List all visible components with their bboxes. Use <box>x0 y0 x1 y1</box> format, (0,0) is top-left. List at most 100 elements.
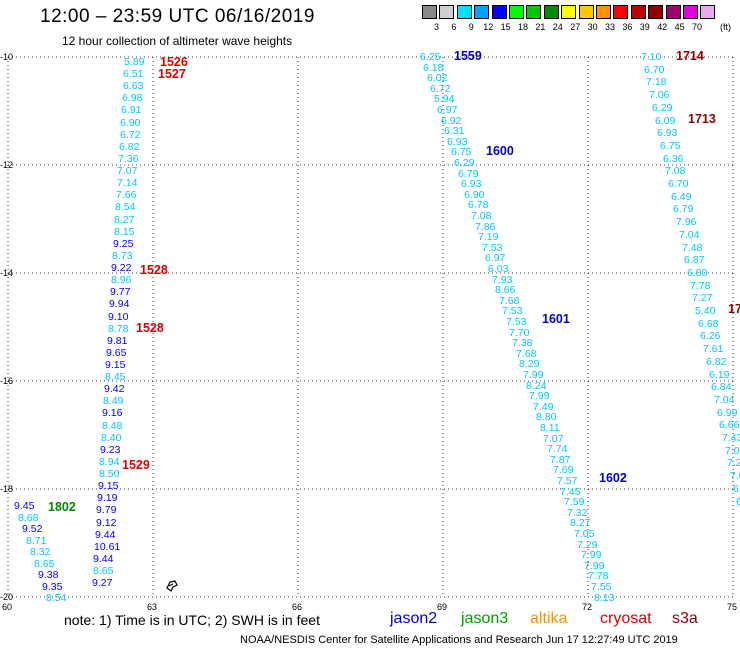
wave-height-value: 6.70 <box>644 64 665 76</box>
wave-height-value: 6.92 <box>441 115 462 127</box>
wave-height-value: 6.29 <box>454 157 475 169</box>
scale-tick-label: 24 <box>552 22 563 32</box>
wave-height-value: 6.99 <box>717 407 738 419</box>
wave-height-value: 6.90 <box>464 189 485 201</box>
wave-height-value: 7.08 <box>665 165 686 177</box>
scale-swatch <box>613 5 629 19</box>
scale-tick-label: 9 <box>468 22 474 32</box>
wave-height-value: 9.42 <box>104 383 125 395</box>
wave-height-value: 8.66 <box>495 284 516 296</box>
scale-swatch <box>456 5 472 19</box>
scale-swatch <box>596 5 611 19</box>
wave-height-value: 9.94 <box>109 298 130 310</box>
scale-tick-label: 18 <box>518 22 529 32</box>
wave-height-value: 6.78 <box>468 199 489 211</box>
latitude-label: -12 <box>0 160 14 170</box>
scale-tick-label: 12 <box>483 22 494 32</box>
scale-tick-label: 27 <box>570 22 581 32</box>
pass-time-label: 1559 <box>454 49 482 63</box>
wave-height-value: 7.18 <box>646 76 667 88</box>
longitude-label: 72 <box>582 602 593 612</box>
scale-swatch <box>474 5 490 19</box>
wave-height-value: 7.87 <box>550 454 571 466</box>
wave-height-value: 7.99 <box>584 560 605 572</box>
longitude-label: 66 <box>292 602 303 612</box>
wave-height-value: 7.57 <box>557 475 578 487</box>
latitude-label: -18 <box>0 484 14 494</box>
scale-swatch <box>630 5 646 19</box>
wave-height-value: 6.03 <box>488 263 509 275</box>
wave-height-value: 8.71 <box>26 534 47 547</box>
wave-height-value: 6.26 <box>700 330 721 342</box>
map-subtitle: 12 hour collection of altimeter wave hei… <box>62 34 293 48</box>
legend-entry-jason3: jason3 <box>461 610 509 627</box>
wave-height-value: 9.81 <box>107 335 128 347</box>
wave-height-value: 6.82 <box>119 141 140 153</box>
wave-height-value: 7.08 <box>471 210 492 222</box>
scale-swatch <box>491 5 507 19</box>
wave-height-value: 7.55 <box>591 581 612 593</box>
wave-height-value: 7.14 <box>117 177 138 189</box>
wave-height-value: 7.32 <box>567 507 588 519</box>
wave-height-value: 6.02 <box>427 72 448 84</box>
wave-height-value: 6.72 <box>430 83 451 95</box>
wave-height-value: 8.94 <box>99 456 120 468</box>
wave-height-value: 9.35 <box>42 580 63 593</box>
scale-tick-label: 30 <box>587 22 598 32</box>
latitude-label: -16 <box>0 376 14 386</box>
scale-swatch <box>700 5 716 19</box>
wave-height-value: 6.09 <box>655 115 676 127</box>
wave-height-value: 6.93 <box>461 178 482 190</box>
wave-height-value: 6.9 <box>736 496 740 508</box>
wave-height-value: 7.96 <box>676 216 697 228</box>
wave-height-value: 8.40 <box>101 432 122 444</box>
wave-height-value: 6.70 <box>668 178 689 190</box>
wave-height-value: 6.90 <box>120 117 141 129</box>
wave-height-value: 9.65 <box>106 347 127 359</box>
note-text: note: 1) Time is in UTC; 2) SWH is in fe… <box>64 612 320 628</box>
wave-height-value: 6.91 <box>121 104 142 116</box>
map-title: 12:00 – 23:59 UTC 06/16/2019 <box>40 6 315 27</box>
wave-height-value: 6.49 <box>671 191 692 203</box>
wave-height-value: 8.65 <box>93 565 114 577</box>
wave-height-value: 8.49 <box>103 395 124 407</box>
wave-height-value: 9.23 <box>100 444 121 456</box>
wave-height-value: 7.68 <box>499 295 520 307</box>
scale-tick-label: 21 <box>535 22 546 32</box>
wave-height-value: 7.2 <box>727 457 740 469</box>
wave-height-value: 6.80 <box>687 267 708 279</box>
pass-time-label: 17 <box>728 302 740 316</box>
wave-height-value: 6.72 <box>120 129 141 141</box>
scale-tick-label: 42 <box>657 22 668 32</box>
wave-height-value: 7.53 <box>482 242 503 254</box>
wave-height-value: 7.68 <box>516 348 537 360</box>
wave-height-value: 8.13 <box>594 592 615 604</box>
wave-height-value: 6.29 <box>652 102 673 114</box>
wave-height-value: 6.79 <box>458 168 479 180</box>
wave-height-value: 9.19 <box>97 492 118 504</box>
scale-tick-label: 70 <box>692 22 703 32</box>
wave-height-value: 6.87 <box>684 254 705 266</box>
wave-height-value: 7.06 <box>649 89 670 101</box>
wave-height-value: 9.52 <box>22 523 43 535</box>
wave-height-value: 7.59 <box>564 496 585 508</box>
wave-height-value: 6.25 <box>420 51 441 63</box>
wave-height-value: 8.45 <box>105 371 126 383</box>
wave-height-value: 9.10 <box>108 311 129 323</box>
scale-swatch <box>543 5 559 19</box>
wave-height-value: 7.07 <box>543 433 564 445</box>
pass-time-label: 1714 <box>676 49 704 63</box>
wave-height-value: 7.19 <box>478 231 499 243</box>
wave-height-value: 9.44 <box>93 553 114 565</box>
wave-height-value: 8.80 <box>536 411 557 423</box>
scale-tick-label: 15 <box>500 22 511 32</box>
wave-height-value: 9.44 <box>95 529 116 541</box>
scale-tick-label: 45 <box>674 22 685 32</box>
wave-height-value: 7.04 <box>714 394 735 406</box>
wave-height-value: 8.50 <box>99 468 120 480</box>
wave-height-value: 9.16 <box>102 407 123 419</box>
wave-height-value: 6.79 <box>673 203 694 215</box>
wave-height-value: 7.74 <box>547 443 568 455</box>
